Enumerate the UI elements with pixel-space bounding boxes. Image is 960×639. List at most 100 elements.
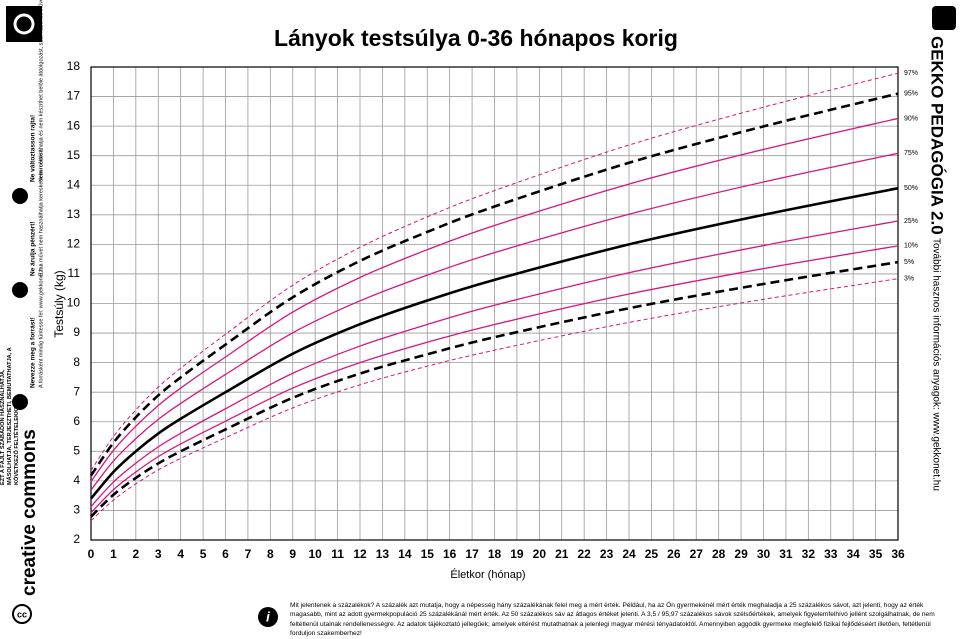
rule-icon [12,394,28,410]
y-tick-label: 18 [67,59,81,73]
plot-frame [90,66,899,541]
x-tick-label: 14 [398,547,412,561]
brand-tagline: További hasznos információs anyagok: www… [930,238,941,491]
x-tick-label: 30 [757,547,771,561]
info-icon-mark: i [266,609,271,625]
rule-title: Ne árulja pénzért! [30,221,37,276]
x-tick-label: 31 [779,547,793,561]
legend-label: 97% [904,70,918,77]
percentile-line [90,220,899,508]
x-tick-label: 33 [824,547,838,561]
x-tick-label: 6 [222,547,229,561]
y-tick-label: 5 [73,443,80,457]
x-tick-label: 3 [155,547,162,561]
brand-icon [932,6,956,30]
info-question: Mit jelentenek a százalékok? [290,602,375,609]
x-tick-label: 28 [712,547,726,561]
y-tick-label: 4 [73,473,80,487]
percentile-line [90,152,899,491]
y-tick-label: 14 [67,177,81,191]
x-axis-label: Életkor (hónap) [450,568,525,581]
x-tick-label: 13 [376,547,390,561]
x-tick-label: 15 [421,547,435,561]
x-tick-label: 27 [690,547,704,561]
cc-icon [12,604,32,624]
info-text: Mit jelentenek a százalékok? A százalék … [290,601,950,639]
legend-label: 5% [904,259,914,266]
cc-mark: cc [17,609,27,619]
brand-name: GEKKO PEDAGÓGIA 2.0 [928,36,947,235]
rule-icon [12,282,28,298]
x-tick-label: 22 [577,547,591,561]
rule-icon [12,188,28,204]
legend-label: 10% [904,243,918,250]
percentile-line [90,245,899,514]
x-tick-label: 16 [443,547,457,561]
legend-label: 50% [904,185,918,192]
percentile-line [90,186,899,500]
y-tick-label: 13 [67,207,81,221]
license-text: EZT A FÁJLT SZABADON HASZNÁLHATJA, MÁSOL… [0,347,20,485]
legend-label: 90% [904,115,918,122]
gear-box [6,6,42,42]
rule-text: Nem módosíthatja és nem készíthet belőle… [38,0,44,182]
percentile-line [90,72,899,471]
x-tick-label: 11 [331,547,344,561]
x-tick-label: 8 [267,547,274,561]
x-tick-label: 20 [533,547,547,561]
y-tick-label: 11 [68,266,81,280]
x-tick-label: 0 [88,547,95,561]
info-icon [258,607,278,627]
x-tick-label: 23 [600,547,614,561]
x-tick-label: 26 [667,547,681,561]
x-tick-label: 17 [465,547,479,561]
x-tick-label: 35 [869,547,883,561]
y-tick-label: 8 [73,355,80,369]
legend-label: 3% [904,276,914,283]
x-tick-label: 21 [555,547,569,561]
y-tick-label: 12 [67,237,81,251]
y-tick-label: 2 [73,532,80,546]
x-tick-label: 5 [200,547,207,561]
legend-label: 95% [904,90,918,97]
percentile-line [90,278,899,522]
x-tick-label: 34 [846,547,860,561]
x-tick-label: 4 [177,547,184,561]
rule-text: Ezt a művet nem használhatja kereskedelm… [38,147,44,276]
x-tick-label: 1 [110,547,117,561]
rule-title: Nevezze meg a forrást! [30,317,37,388]
cc-logo: creative commons [19,429,40,596]
x-tick-label: 2 [132,547,139,561]
y-tick-label: 17 [67,89,81,103]
y-axis-label: Testsúly (kg) [52,270,66,337]
chart-title: Lányok testsúlya 0-36 hónapos korig [274,25,678,51]
y-tick-label: 15 [67,148,81,162]
y-tick-label: 10 [67,296,81,310]
rule-title: Ne változtasson rajta! [30,115,37,182]
y-tick-label: 9 [73,325,80,339]
gear-icon [13,13,35,35]
y-tick-label: 6 [73,414,80,428]
x-tick-label: 9 [289,547,296,561]
x-tick-label: 29 [734,547,748,561]
y-tick-label: 16 [67,118,81,132]
percentile-line [90,260,899,518]
x-tick-label: 7 [245,547,252,561]
x-tick-label: 10 [308,547,322,561]
percentile-line [90,117,899,482]
x-tick-label: 19 [510,547,524,561]
x-tick-label: 32 [802,547,816,561]
x-tick-label: 36 [891,547,905,561]
y-tick-label: 3 [73,503,80,517]
x-tick-label: 18 [488,547,502,561]
y-tick-label: 7 [73,384,80,398]
x-tick-label: 25 [645,547,659,561]
x-tick-label: 24 [622,547,636,561]
info-body: A százalék azt mutatja, hogy a népesség … [290,602,935,638]
x-tick-label: 12 [353,547,367,561]
legend-label: 75% [904,150,918,157]
rule-text: A forrásként mindig tüntesse fel: www.ge… [38,265,44,388]
legend-label: 25% [904,218,918,225]
